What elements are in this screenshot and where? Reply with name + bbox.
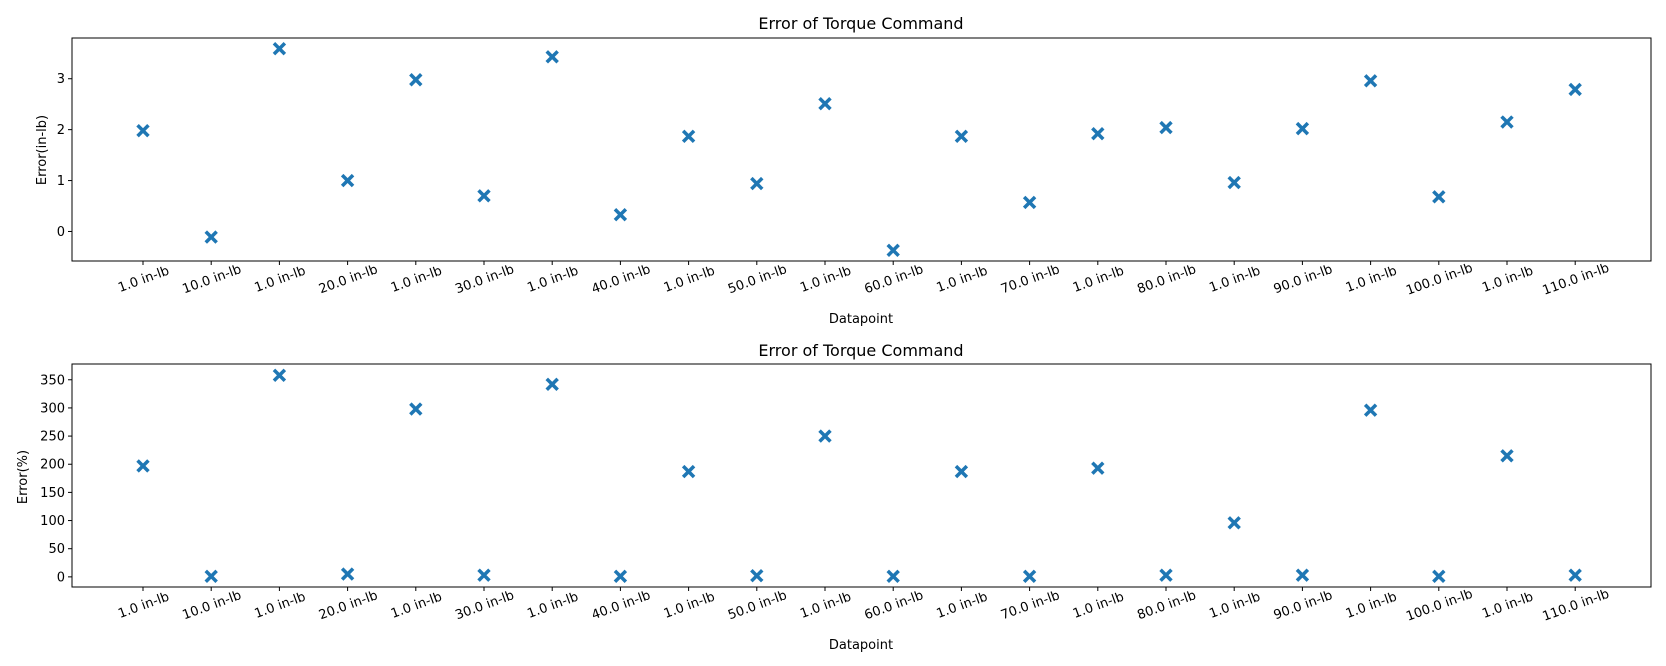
data-point — [340, 567, 355, 581]
data-point — [1022, 195, 1037, 210]
y-axis-label: Error(in-lb) — [35, 115, 50, 185]
data-point — [1159, 120, 1173, 135]
data-point — [886, 569, 900, 583]
y-tick-label: 0 — [57, 570, 65, 585]
data-point — [1432, 569, 1446, 583]
data-point — [750, 569, 764, 583]
data-point — [818, 96, 832, 111]
plot-frame — [71, 363, 1652, 588]
data-point — [1022, 569, 1037, 583]
data-point — [1500, 115, 1514, 129]
data-point — [477, 568, 491, 582]
data-point — [1091, 127, 1105, 141]
y-tick-label: 2 — [57, 123, 65, 138]
scatter-series — [136, 42, 1582, 257]
data-point — [1159, 568, 1173, 582]
data-point — [340, 173, 355, 188]
y-axis-ticks: 0 1 2 3 — [57, 72, 72, 240]
data-point — [1227, 516, 1241, 530]
chart-title: Error of Torque Command — [758, 14, 963, 33]
data-point — [1568, 568, 1582, 582]
data-point — [545, 50, 559, 64]
data-point — [204, 230, 218, 244]
data-point — [1363, 74, 1378, 88]
y-axis-ticks: 0 50 100 150 200 250 300 350 — [40, 373, 72, 585]
data-point — [545, 377, 559, 391]
data-point — [1227, 175, 1241, 190]
y-tick-label: 300 — [40, 401, 65, 416]
y-tick-label: 50 — [48, 542, 65, 557]
data-point — [409, 402, 423, 416]
x-axis-label: Datapoint — [829, 312, 893, 327]
data-point — [886, 243, 900, 257]
data-point — [954, 129, 969, 143]
data-point — [613, 207, 628, 222]
data-point — [272, 368, 287, 382]
data-point — [818, 429, 832, 443]
data-point — [954, 464, 969, 479]
data-point — [1432, 190, 1446, 204]
data-point — [681, 129, 696, 143]
y-tick-label: 350 — [40, 373, 65, 388]
data-point — [1091, 461, 1105, 475]
data-point — [272, 42, 287, 56]
scatter-series — [136, 368, 1582, 583]
y-tick-label: 0 — [57, 225, 65, 240]
y-tick-label: 1 — [57, 174, 65, 189]
data-point — [409, 73, 423, 87]
y-axis-label: Error(%) — [16, 450, 31, 504]
chart-title: Error of Torque Command — [758, 341, 963, 360]
data-point — [681, 464, 696, 479]
data-point — [136, 459, 150, 473]
data-point — [1295, 568, 1310, 582]
y-tick-label: 200 — [40, 458, 65, 473]
data-point — [613, 569, 628, 583]
data-point — [750, 176, 764, 191]
data-point — [1363, 403, 1378, 417]
y-tick-label: 150 — [40, 486, 65, 501]
plot-frame — [71, 37, 1652, 262]
y-tick-label: 250 — [40, 430, 65, 445]
data-point — [204, 569, 218, 583]
data-point — [1500, 449, 1514, 463]
data-point — [136, 123, 150, 138]
y-tick-label: 3 — [57, 72, 65, 87]
data-point — [477, 189, 491, 203]
y-tick-label: 100 — [40, 514, 65, 529]
x-axis-label: Datapoint — [829, 638, 893, 653]
data-point — [1568, 82, 1582, 97]
data-point — [1295, 121, 1310, 136]
